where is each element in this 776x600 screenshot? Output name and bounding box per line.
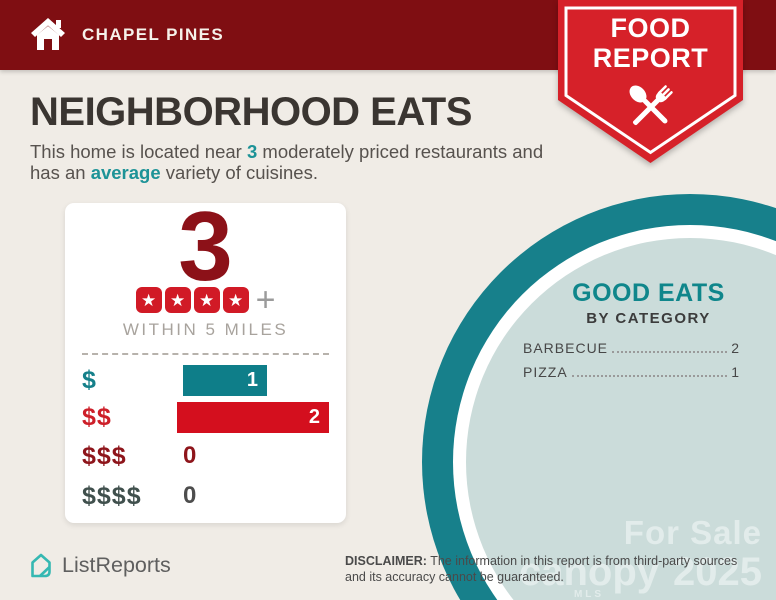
disclaimer-label: DISCLAIMER: [345,554,427,568]
home-icon [31,18,65,50]
subtitle-count: 3 [246,141,258,162]
price-row: $1 [82,365,329,396]
price-bar: 2 [177,402,329,433]
ribbon-line1: FOOD [610,13,691,43]
star-icon: ★ [164,287,191,313]
price-row: $$ 2 [82,402,329,433]
listreports-logo: ListReports [27,551,171,579]
star-icon: ★ [222,287,249,313]
price-row: $$$ 0 [82,439,329,473]
subtitle-part2: moderately priced restaurants and has an [30,141,544,183]
category-row: PIZZA 1 [523,364,740,380]
category-count: 2 [731,340,740,356]
subtitle-part1: This home is located near [30,141,247,162]
price-tier-label: $$$$ [82,481,142,510]
subtitle-part3: variety of cuisines. [160,162,318,183]
good-eats-subtitle: BY CATEGORY [586,310,711,327]
within-miles-label: WITHIN 5 MILES [122,320,289,339]
zero-value: 0 [183,442,197,469]
page-subtitle: This home is located near 3 moderately p… [30,141,560,183]
food-report-ribbon [558,0,743,163]
good-eats-panel: GOOD EATS BY CATEGORY BARBECUE 2 PIZZA 1 [523,279,740,388]
subtitle-highlight: average [90,162,161,183]
price-tier-chart: $1 $$ 2 $$$ 0 $$$$ 0 [65,365,346,513]
category-count: 1 [731,364,740,380]
restaurant-count: 3 [178,191,233,301]
watermark: For Sale canopy MLS 2025 [519,516,762,600]
category-label: BARBECUE [523,340,609,356]
bar-area: 0 [183,439,329,473]
watermark-mls: MLS [573,589,605,600]
ribbon-title: FOOD REPORT [558,13,743,73]
star-icon: ★ [135,287,162,313]
price-tier-label: $ [82,366,97,394]
watermark-for-sale: For Sale [623,514,762,551]
star-icon: ★ [193,287,220,313]
category-label: PIZZA [523,364,568,380]
page-title: NEIGHBORHOOD EATS [30,90,472,134]
bar-value: 1 [246,369,258,391]
bar-value: 2 [308,406,320,428]
disclaimer: DISCLAIMER: The information in this repo… [345,553,745,585]
watermark-year: 2025 [673,550,762,594]
dotted-leader [612,351,728,353]
price-tier-label: $$$ [82,441,127,470]
rating-stars: ★ ★ ★ ★ [135,287,249,313]
good-eats-title: GOOD EATS [572,279,725,307]
neighborhood-name: CHAPEL PINES [82,25,225,44]
rating-row: ★ ★ ★ ★ + [65,281,346,319]
listreports-icon [31,553,51,578]
bar-area: 2 [177,402,329,433]
zero-value: 0 [183,482,197,509]
watermark-canopy: canopy [518,550,660,594]
category-row: BARBECUE 2 [523,340,740,356]
dashed-divider [82,353,329,355]
ribbon-line2: REPORT [592,43,709,73]
plus-icon: + [255,281,276,319]
price-row: $$$$ 0 [82,479,329,513]
price-bar: 1 [183,365,267,396]
bar-area: 0 [183,479,329,513]
dotted-leader [571,375,728,377]
bar-area: 1 [183,365,329,396]
spoon-fork-icon [629,85,673,126]
listreports-wordmark: ListReports [62,552,171,577]
restaurant-count-card: 3 ★ ★ ★ ★ + WITHIN 5 MILES $1 $$ 2 $$$ 0 $$$$ 0 [65,197,346,523]
category-list: BARBECUE 2 PIZZA 1 [523,340,740,380]
price-tier-label: $$ [82,403,112,431]
disclaimer-text: The information in this report is from t… [345,554,738,584]
